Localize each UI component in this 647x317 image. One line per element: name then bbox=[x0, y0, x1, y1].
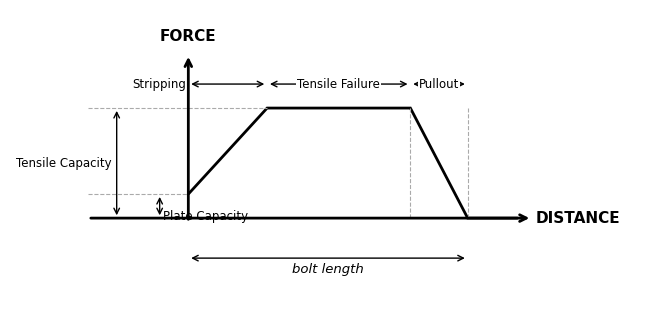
Text: Pullout: Pullout bbox=[419, 78, 459, 91]
Text: FORCE: FORCE bbox=[160, 29, 217, 44]
Text: Plate Capacity: Plate Capacity bbox=[163, 210, 248, 223]
Text: DISTANCE: DISTANCE bbox=[536, 210, 620, 226]
Text: Tensile Failure: Tensile Failure bbox=[298, 78, 380, 91]
Text: Tensile Capacity: Tensile Capacity bbox=[16, 157, 111, 170]
Text: bolt length: bolt length bbox=[292, 263, 364, 276]
Text: Stripping: Stripping bbox=[133, 78, 186, 91]
